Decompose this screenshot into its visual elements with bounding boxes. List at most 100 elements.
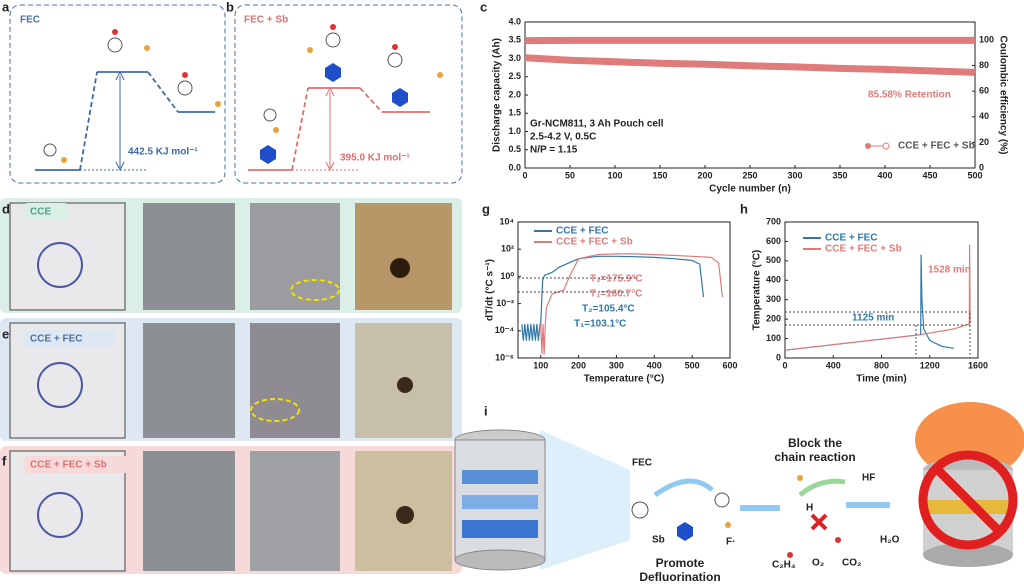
barrier-label: 442.5 KJ mol⁻¹ <box>128 147 198 158</box>
tag <box>24 456 136 473</box>
y-tick-label: 2.5 <box>508 71 521 81</box>
annotation: Gr-NCM811, 3 Ah Pouch cell <box>530 119 664 130</box>
panel-letter: h <box>740 201 748 216</box>
label: Promote <box>656 556 705 570</box>
panel-frame <box>234 4 463 184</box>
annotation: 85.58% Retention <box>868 90 951 101</box>
x-tick-label: 800 <box>874 360 889 370</box>
y-tick-label: 10⁴ <box>500 216 514 226</box>
y-tick-label: 4.0 <box>508 16 521 26</box>
row-label: CCE + FEC <box>30 334 83 345</box>
annotation: 1125 min <box>852 313 894 324</box>
legend-label: CCE + FEC <box>556 226 609 237</box>
y-tick-label: 400 <box>766 275 781 285</box>
panel-letter: c <box>480 0 487 14</box>
label: CO₂ <box>842 558 861 569</box>
photos <box>9 202 452 572</box>
y-tick-label: 300 <box>766 294 781 304</box>
row-label: CCE <box>30 207 51 218</box>
series-line <box>524 54 976 76</box>
panel-letter: b <box>226 0 234 14</box>
plot-frame <box>517 221 731 359</box>
y-tick-label: 0.0 <box>508 162 521 172</box>
molecules <box>43 29 221 163</box>
label: chain reaction <box>774 450 855 464</box>
annotation: N/P = 1.15 <box>530 145 578 156</box>
y2-tick-label: 20 <box>979 137 989 147</box>
legend-label: CCE + FEC + Sb <box>898 141 975 152</box>
x-axis-label: Temperature (°C) <box>584 374 665 385</box>
legend-marker <box>865 143 871 149</box>
y-tick-label: 0 <box>776 352 781 362</box>
x-tick-label: 300 <box>787 170 802 180</box>
x-tick-label: 500 <box>967 170 982 180</box>
y-tick-label: 10⁻² <box>496 298 514 308</box>
y-axis-label: Temperature (°C) <box>752 250 763 331</box>
panel-title: FEC + Sb <box>244 15 288 26</box>
y-axis-label: dT/dt (°C s⁻¹) <box>485 259 496 321</box>
x-tick-label: 400 <box>877 170 892 180</box>
photo-rows: CCE CCE + FEC CCE + FEC + Sb <box>0 198 462 574</box>
x-tick-label: 0 <box>782 360 787 370</box>
annotation: T₁=160.7°C <box>590 289 642 300</box>
panel-frame <box>9 4 226 184</box>
x-tick-label: 200 <box>697 170 712 180</box>
legend-marker <box>882 142 890 150</box>
y-tick-label: 500 <box>766 255 781 265</box>
x-tick-label: 1200 <box>920 360 940 370</box>
series-line <box>521 255 705 341</box>
x-tick-label: 350 <box>832 170 847 180</box>
label: H₂O <box>880 535 900 546</box>
panel-title: FEC <box>20 15 40 26</box>
x-tick-label: 600 <box>722 360 737 370</box>
x-tick-label: 450 <box>922 170 937 180</box>
label: Defluorination <box>639 570 720 584</box>
y2-tick-label: 0 <box>979 162 984 172</box>
tag <box>24 330 116 347</box>
panel-letter: g <box>482 201 490 216</box>
panel-b: FEC + Sb 395.0 KJ mol⁻¹ <box>234 4 463 184</box>
label: O₂ <box>812 558 824 569</box>
x-tick-label: 400 <box>826 360 841 370</box>
x-tick-label: 250 <box>742 170 757 180</box>
y-tick-label: 0.5 <box>508 144 521 154</box>
legend-label: CCE + FEC + Sb <box>825 244 902 255</box>
y-tick-label: 2.0 <box>508 89 521 99</box>
label: C₂H₄ <box>772 560 796 571</box>
annotation: T₂=175.9°C <box>590 274 643 285</box>
annotation: 2.5-4.2 V, 0.5C <box>530 132 596 143</box>
label: HF <box>862 473 875 484</box>
y-tick-label: 10⁻⁶ <box>495 352 514 362</box>
label: H <box>806 503 813 514</box>
y-tick-label: 100 <box>766 333 781 343</box>
y-tick-label: 10² <box>501 244 514 254</box>
x-tick-label: 300 <box>609 360 624 370</box>
energy-levels <box>35 70 215 172</box>
legend-label: CCE + FEC <box>825 233 878 244</box>
x-tick-label: 200 <box>571 360 586 370</box>
panel-letter: i <box>484 403 488 418</box>
x-tick-label: 1600 <box>968 360 988 370</box>
annotation: T₂=105.4°C <box>582 304 635 315</box>
y-tick-label: 600 <box>766 236 781 246</box>
x-tick-label: 50 <box>565 170 575 180</box>
y2-tick-label: 80 <box>979 60 989 70</box>
label: Sb <box>652 535 665 546</box>
series-line <box>784 254 954 351</box>
x-axis-label: Cycle number (n) <box>709 184 791 195</box>
annotation: T₁=103.1°C <box>574 319 626 330</box>
series-line <box>784 244 971 351</box>
x-tick-label: 400 <box>647 360 662 370</box>
row-label: CCE + FEC + Sb <box>30 460 107 471</box>
x-tick-label: 100 <box>533 360 548 370</box>
panel-i: FEC Sb F· Promote Defluorination Block t… <box>454 402 1024 584</box>
plot-frame <box>784 221 979 359</box>
annotation: 1528 min <box>928 265 971 276</box>
y-tick-label: 1.5 <box>508 108 521 118</box>
x-tick-label: 500 <box>685 360 700 370</box>
x-tick-label: 0 <box>522 170 527 180</box>
y2-tick-label: 100 <box>979 34 994 44</box>
legend-label: CCE + FEC + Sb <box>556 237 633 248</box>
y-tick-label: 10⁻⁴ <box>495 325 514 335</box>
